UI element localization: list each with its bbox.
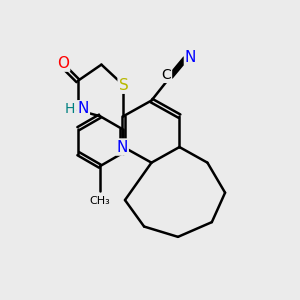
Text: N: N	[77, 101, 89, 116]
Text: H: H	[64, 102, 75, 116]
Text: O: O	[57, 56, 69, 70]
Text: S: S	[118, 78, 128, 93]
Text: N: N	[116, 140, 128, 154]
Text: CH₃: CH₃	[90, 196, 110, 206]
Text: C: C	[161, 68, 171, 82]
Text: N: N	[185, 50, 196, 65]
